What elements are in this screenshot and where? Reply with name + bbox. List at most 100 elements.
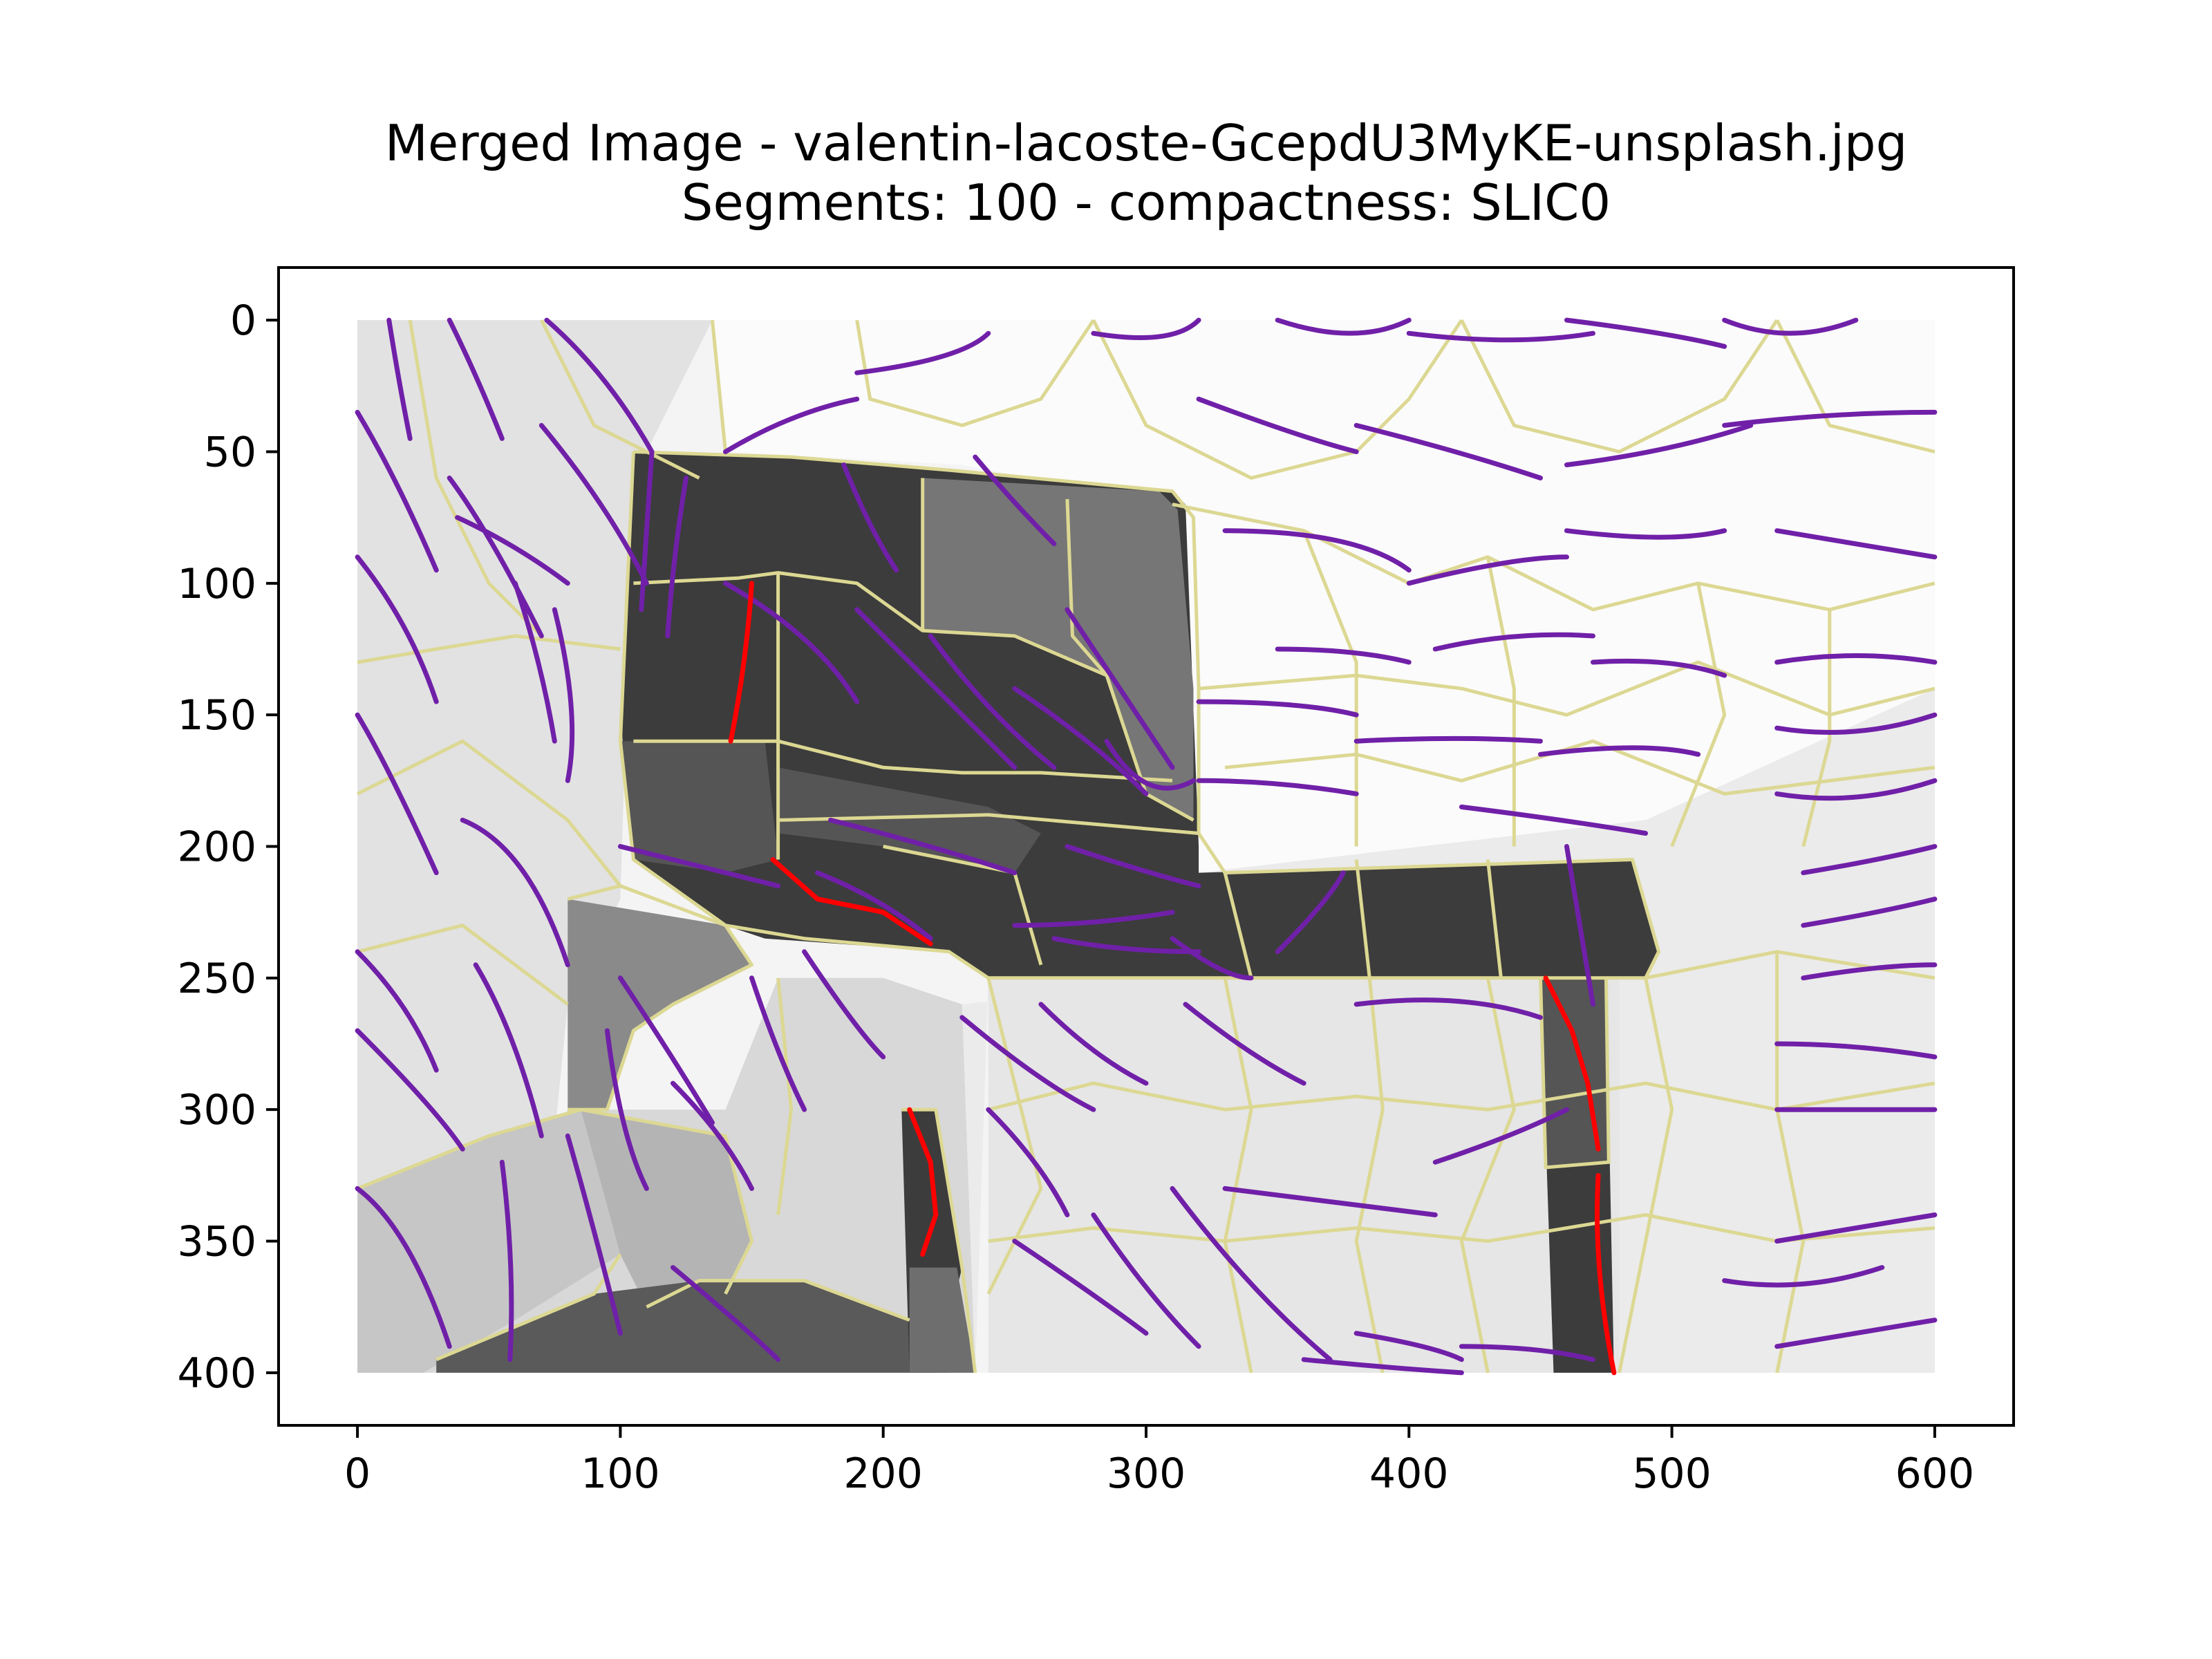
purple-curve — [617, 975, 715, 1125]
segment-boundary — [356, 739, 622, 888]
purple-curve — [1591, 658, 1727, 678]
purple-curve — [723, 396, 860, 454]
purple-curve — [355, 1028, 465, 1152]
purple-curve — [1774, 1318, 1938, 1349]
purple-curve — [1170, 1185, 1333, 1362]
purple-curve — [1722, 317, 1859, 336]
purple-curve — [455, 515, 570, 586]
segment-boundary — [1670, 583, 1727, 847]
segment-boundary — [1354, 977, 1385, 1374]
purple-curve — [928, 633, 1057, 770]
segment-boundary — [711, 319, 727, 452]
y-tick-label: 400 — [177, 1349, 256, 1398]
segment-boundary — [540, 319, 700, 480]
y-tick-label: 350 — [177, 1218, 256, 1266]
red-curve — [1543, 975, 1601, 1152]
segment-boundary — [1485, 859, 1503, 979]
purple-curve — [386, 317, 413, 441]
segment-boundary — [1354, 859, 1371, 979]
purple-curve — [355, 1185, 452, 1349]
image-segment — [962, 688, 1935, 1373]
segment-boundary — [988, 1081, 1936, 1112]
purple-curve — [473, 962, 544, 1138]
purple-curve — [802, 949, 886, 1060]
purple-curve — [544, 317, 655, 454]
purple-curve — [1801, 897, 1938, 928]
purple-curve — [447, 476, 544, 639]
segment-boundary — [435, 1253, 622, 1362]
x-tick-label: 500 — [1632, 1450, 1712, 1498]
image-segment — [581, 1109, 752, 1307]
purple-curves — [355, 317, 1938, 1376]
purple-curve — [1459, 1344, 1595, 1362]
x-tick-label: 600 — [1895, 1450, 1975, 1498]
segment-boundary — [776, 977, 794, 1215]
purple-curve — [1538, 745, 1701, 757]
purple-curve — [1183, 1002, 1306, 1086]
red-curve — [770, 857, 933, 946]
segmentation-image — [357, 320, 1935, 1373]
segment-boundary — [1302, 529, 1358, 847]
purple-curve — [854, 330, 991, 375]
purple-curve — [1406, 554, 1569, 586]
image-segment — [568, 899, 752, 1110]
segment-boundary — [921, 478, 1194, 822]
purple-curve — [815, 870, 933, 941]
purple-curve — [565, 1133, 623, 1336]
purple-curve — [355, 554, 439, 704]
purple-curve — [639, 449, 655, 612]
segment-boundary — [1091, 319, 1463, 480]
y-tick-label: 300 — [177, 1086, 256, 1134]
segment-boundary — [1775, 319, 1936, 453]
segment-boundary — [1459, 977, 1516, 1374]
purple-curve — [841, 462, 899, 573]
purple-curve — [1222, 1185, 1438, 1217]
red-curve — [728, 581, 754, 744]
chart-title-line-2: Segments: 100 - compactness: SLIC0 — [682, 174, 1611, 232]
segment-boundary — [357, 924, 569, 1006]
segment-boundary — [1460, 319, 1779, 453]
red-curve — [1595, 1172, 1617, 1376]
purple-curve — [1774, 1212, 1938, 1244]
y-tick-label: 0 — [230, 297, 256, 345]
purple-curve — [1406, 330, 1595, 343]
purple-curve — [1722, 1265, 1885, 1288]
purple-curve — [1564, 422, 1754, 467]
purple-curve — [1353, 422, 1543, 480]
purple-curve — [665, 476, 688, 639]
purple-curve — [1012, 1239, 1149, 1336]
segment-boundary — [1618, 977, 1674, 1374]
segment-boundary — [1775, 951, 1806, 1374]
purple-curve — [828, 817, 1018, 876]
purple-curve — [1038, 1002, 1149, 1086]
purple-curve — [355, 949, 439, 1073]
chart-title-line-1: Merged Image - valentin-lacoste-GcepdU3M… — [385, 114, 1908, 172]
image-segment — [922, 478, 1194, 821]
purple-curve — [1564, 844, 1595, 1007]
segment-boundary — [646, 1279, 910, 1322]
y-tick-label: 150 — [177, 691, 256, 740]
purple-curve — [1774, 712, 1938, 735]
purple-curve — [1432, 632, 1595, 652]
purple-curve — [1012, 686, 1149, 796]
segment-boundary — [988, 1213, 1936, 1243]
purple-curve — [604, 1028, 649, 1191]
purple-curve — [617, 844, 781, 889]
purple-curve — [1091, 1212, 1201, 1349]
purple-curve — [1051, 936, 1201, 955]
y-axis: 0 50 100 150 200 250 300 350 400 — [177, 297, 279, 1398]
purple-curve — [723, 581, 860, 704]
purple-curve — [552, 607, 575, 783]
segment-boundary — [408, 319, 543, 637]
image-segment — [909, 1267, 975, 1373]
segment-boundary — [1223, 872, 1253, 979]
purple-curve — [499, 1159, 514, 1362]
x-tick-label: 100 — [581, 1450, 660, 1498]
purple-curve — [1774, 653, 1938, 665]
purple-curve — [959, 1015, 1096, 1112]
purple-curve — [986, 1107, 1070, 1217]
red-curves — [728, 581, 1617, 1376]
segment-boundary — [1539, 977, 1611, 1170]
purple-curve — [1564, 528, 1727, 540]
